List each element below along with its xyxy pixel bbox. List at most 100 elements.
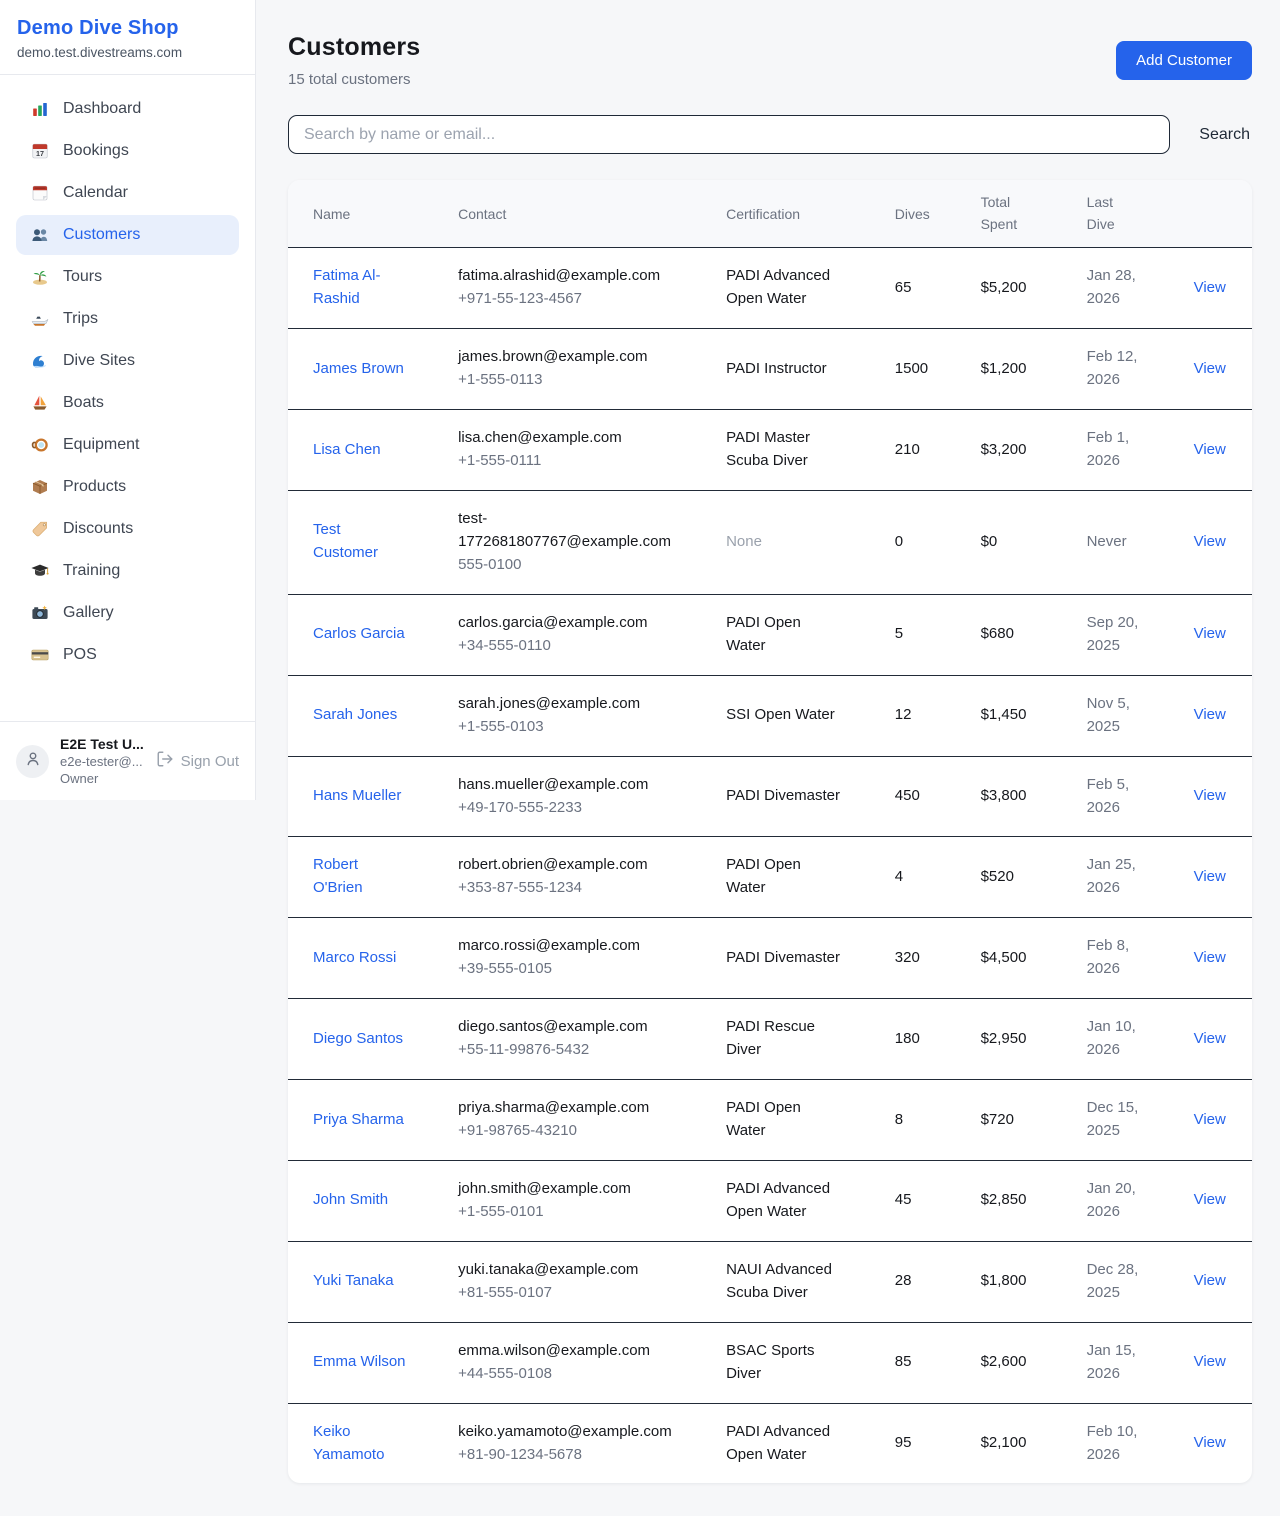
customer-row: Priya Sharma priya.sharma@example.com +9…: [288, 1079, 1252, 1161]
camera-icon: [30, 603, 50, 623]
sailboat-icon: [30, 393, 50, 413]
sidebar-item-training[interactable]: Training: [16, 551, 239, 591]
customer-phone: +1-555-0113: [458, 371, 543, 389]
view-customer-link[interactable]: View: [1193, 625, 1226, 643]
view-customer-link[interactable]: View: [1193, 440, 1226, 458]
customer-phone: +1-555-0103: [458, 717, 544, 735]
sidebar-item-boats[interactable]: Boats: [16, 383, 239, 423]
view-customer-link[interactable]: View: [1193, 787, 1226, 805]
customer-name-link[interactable]: Hans Mueller: [313, 787, 402, 805]
customer-name-link[interactable]: Keiko Yamamoto: [313, 1422, 385, 1463]
col-header-certification: Certification: [714, 180, 883, 249]
customer-name-link[interactable]: Yuki Tanaka: [313, 1272, 394, 1290]
sidebar-item-customers[interactable]: Customers: [16, 215, 239, 255]
sidebar-item-trips[interactable]: Trips: [16, 299, 239, 339]
table-header-row: Name Contact Certification Dives Total S…: [288, 180, 1252, 249]
view-customer-link[interactable]: View: [1193, 706, 1226, 724]
sidebar-nav: Dashboard 17 Bookings Calendar Customers…: [0, 75, 255, 721]
customer-row: Emma Wilson emma.wilson@example.com +44-…: [288, 1322, 1252, 1404]
sidebar-item-gallery[interactable]: Gallery: [16, 593, 239, 633]
sidebar-item-tours[interactable]: Tours: [16, 257, 239, 297]
sidebar-item-bookings[interactable]: 17 Bookings: [16, 131, 239, 171]
customer-name-link[interactable]: Robert O'Brien: [313, 856, 363, 897]
customer-last-dive: Jan 15, 2026: [1086, 1341, 1136, 1382]
customer-total-spent: $2,850: [980, 1191, 1027, 1209]
sidebar-item-dive-sites[interactable]: Dive Sites: [16, 341, 239, 381]
tag-icon: [30, 519, 50, 539]
view-customer-link[interactable]: View: [1193, 1434, 1226, 1452]
customer-row: Yuki Tanaka yuki.tanaka@example.com +81-…: [288, 1241, 1252, 1323]
customer-total-spent: $2,950: [980, 1029, 1027, 1047]
add-customer-button[interactable]: Add Customer: [1116, 41, 1252, 80]
customer-dives: 450: [894, 787, 920, 805]
sign-out-button[interactable]: Sign Out: [156, 750, 239, 772]
customer-last-dive: Dec 15, 2025: [1086, 1099, 1139, 1139]
customer-total-spent: $0: [980, 532, 998, 550]
customer-name-link[interactable]: Marco Rossi: [313, 948, 397, 966]
customers-table-card: Name Contact Certification Dives Total S…: [288, 180, 1252, 1484]
view-customer-link[interactable]: View: [1193, 1191, 1226, 1209]
search-button[interactable]: Search: [1197, 120, 1252, 150]
customer-name-link[interactable]: James Brown: [313, 359, 404, 377]
customer-row: Marco Rossi marco.rossi@example.com +39-…: [288, 917, 1252, 1000]
sidebar-item-discounts[interactable]: Discounts: [16, 509, 239, 549]
view-customer-link[interactable]: View: [1193, 1353, 1226, 1371]
sidebar-item-products[interactable]: Products: [16, 467, 239, 507]
view-customer-link[interactable]: View: [1193, 278, 1226, 296]
customer-phone: +353-87-555-1234: [458, 879, 582, 897]
calendar-icon: [30, 183, 50, 203]
customer-total-spent: $1,450: [980, 706, 1027, 724]
search-row: Search: [288, 115, 1252, 154]
col-header-last-dive: Last Dive: [1074, 180, 1182, 249]
customer-last-dive: Dec 28, 2025: [1086, 1260, 1139, 1301]
search-input[interactable]: [288, 115, 1171, 154]
customer-name-link[interactable]: Sarah Jones: [313, 706, 398, 724]
credit-card-icon: [30, 645, 50, 665]
customer-name-link[interactable]: Emma Wilson: [313, 1353, 406, 1371]
customer-certification: PADI Divemaster: [726, 787, 841, 805]
customer-name-link[interactable]: Test Customer: [313, 521, 379, 562]
customer-last-dive: Jan 10, 2026: [1086, 1018, 1136, 1059]
view-customer-link[interactable]: View: [1193, 1029, 1226, 1047]
island-icon: [30, 267, 50, 287]
view-customer-link[interactable]: View: [1193, 532, 1226, 550]
sidebar-item-dashboard[interactable]: Dashboard: [16, 89, 239, 129]
view-customer-link[interactable]: View: [1193, 948, 1226, 966]
customer-name-link[interactable]: Carlos Garcia: [313, 625, 405, 643]
customer-phone: +91-98765-43210: [458, 1122, 577, 1139]
view-customer-link[interactable]: View: [1193, 867, 1226, 885]
sidebar-item-equipment[interactable]: Equipment: [16, 425, 239, 465]
col-header-dives: Dives: [882, 180, 969, 249]
customer-total-spent: $2,100: [980, 1434, 1027, 1452]
customer-total-spent: $3,200: [980, 440, 1027, 458]
page-title: Customers: [288, 33, 421, 61]
view-customer-link[interactable]: View: [1193, 1110, 1226, 1128]
customer-name-link[interactable]: Diego Santos: [313, 1029, 404, 1047]
view-customer-link[interactable]: View: [1193, 359, 1226, 377]
customer-email: test-1772681807767@example.com: [458, 510, 671, 550]
customer-dives: 180: [894, 1029, 920, 1047]
customer-email: fatima.alrashid@example.com: [458, 267, 661, 285]
sidebar-item-pos[interactable]: POS: [16, 635, 239, 675]
customer-row: Lisa Chen lisa.chen@example.com +1-555-0…: [288, 409, 1252, 491]
customer-last-dive: Feb 12, 2026: [1086, 348, 1138, 389]
customer-dives: 1500: [894, 359, 929, 377]
svg-text:17: 17: [36, 149, 44, 158]
sidebar-item-calendar[interactable]: Calendar: [16, 173, 239, 213]
customer-email: hans.mueller@example.com: [458, 775, 649, 793]
customer-last-dive: Nov 5, 2025: [1086, 694, 1130, 735]
customer-name-link[interactable]: Priya Sharma: [313, 1110, 404, 1128]
customer-name-link[interactable]: John Smith: [313, 1191, 389, 1209]
customer-row: John Smith john.smith@example.com +1-555…: [288, 1160, 1252, 1242]
customer-email: keiko.yamamoto@example.com: [458, 1422, 672, 1440]
customer-last-dive: Feb 8, 2026: [1086, 937, 1130, 978]
customer-dives: 320: [894, 948, 920, 966]
customer-name-link[interactable]: Fatima Al-Rashid: [313, 267, 381, 308]
view-customer-link[interactable]: View: [1193, 1272, 1226, 1290]
customer-email: robert.obrien@example.com: [458, 856, 648, 874]
customer-name-link[interactable]: Lisa Chen: [313, 440, 381, 458]
customer-total-spent: $1,200: [980, 359, 1027, 377]
customer-dives: 0: [894, 532, 904, 550]
customer-dives: 12: [894, 706, 912, 724]
customer-dives: 28: [894, 1272, 912, 1290]
